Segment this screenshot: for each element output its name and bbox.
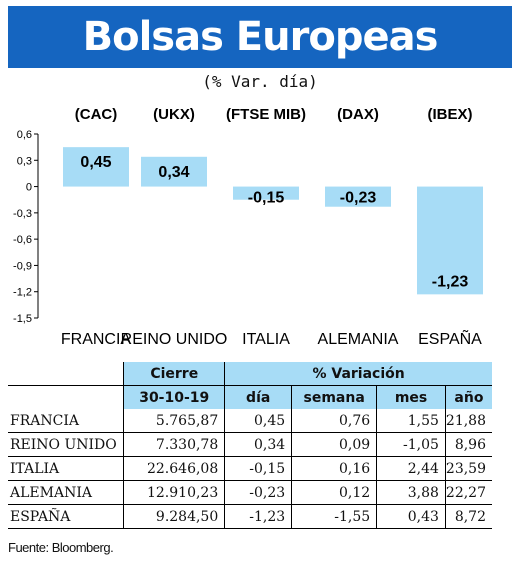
y-tick-label: -1,2 <box>13 287 32 299</box>
category-label: ITALIA <box>242 331 290 348</box>
row-semana: 0,12 <box>291 480 377 505</box>
row-cierre: 7.330,78 <box>123 432 225 457</box>
bar <box>141 156 207 187</box>
header-dia: día <box>224 385 292 409</box>
bar <box>63 147 129 187</box>
data-label: 0,45 <box>80 154 111 171</box>
y-tick-label: 0 <box>26 182 32 194</box>
row-name: ALEMANIA <box>8 480 124 505</box>
data-label: -1,23 <box>432 273 469 290</box>
table-corner <box>8 362 124 386</box>
header-semana: semana <box>291 385 377 409</box>
table-corner-2 <box>8 385 124 409</box>
data-label: 0,34 <box>158 164 189 181</box>
row-semana: -1,55 <box>291 504 377 529</box>
data-label: -0,23 <box>340 190 377 207</box>
header-cierre: Cierre <box>123 362 225 386</box>
row-dia: -1,23 <box>224 504 292 529</box>
table-row: REINO UNIDO 7.330,78 0,34 0,09 -1,05 8,96 <box>8 432 492 457</box>
table-row: ALEMANIA 12.910,23 -0,23 0,12 3,88 22,27 <box>8 480 492 505</box>
table-row: ESPAÑA 9.284,50 -1,23 -1,55 0,43 8,72 <box>8 504 492 529</box>
row-dia: -0,23 <box>224 480 292 505</box>
category-label: ESPAÑA <box>418 328 482 348</box>
row-ano: 21,88 <box>444 409 492 433</box>
category-label: REINO UNIDO <box>121 331 228 348</box>
chart-subtitle: (% Var. día) <box>202 72 318 91</box>
table-header-group-row: Cierre % Variación <box>8 362 492 386</box>
row-cierre: 9.284,50 <box>123 504 225 529</box>
row-mes: 2,44 <box>376 456 446 481</box>
category-label: ALEMANIA <box>318 331 399 348</box>
header-mes: mes <box>376 385 446 409</box>
row-ano: 23,59 <box>444 456 492 481</box>
row-semana: 0,16 <box>291 456 377 481</box>
y-tick-label: -1,5 <box>13 313 32 325</box>
header-ano: año <box>444 385 492 409</box>
bar <box>417 186 483 295</box>
y-tick-label: 0,3 <box>17 155 32 167</box>
ticker-label: (IBEX) <box>428 106 473 123</box>
data-label: -0,15 <box>248 190 285 207</box>
ticker-label: (DAX) <box>337 106 379 123</box>
row-cierre: 12.910,23 <box>123 480 225 505</box>
y-tick-label: 0,6 <box>17 129 32 141</box>
y-tick-label: -0,6 <box>13 234 32 246</box>
source-note: Fuente: Bloomberg. <box>8 540 114 555</box>
row-semana: 0,76 <box>291 409 377 433</box>
row-dia: -0,15 <box>224 456 292 481</box>
row-name: ITALIA <box>8 456 124 481</box>
markets-table: Cierre % Variación 30-10-19 día semana m… <box>8 362 492 529</box>
row-dia: 0,45 <box>224 409 292 433</box>
row-ano: 22,27 <box>444 480 492 505</box>
row-cierre: 22.646,08 <box>123 456 225 481</box>
row-dia: 0,34 <box>224 432 292 457</box>
row-cierre: 5.765,87 <box>123 409 225 433</box>
ticker-label: (CAC) <box>75 106 118 123</box>
bar <box>325 186 391 207</box>
table-header-cols-row: 30-10-19 día semana mes año <box>8 385 492 409</box>
bar <box>233 186 299 200</box>
bar-chart: 0,6 0,3 0 -0,3 -0,6 -0,9 -1,2 -1,5 0,45 (CAC) FRAN… <box>13 106 483 348</box>
chart-title: Bolsas Europeas <box>8 6 512 68</box>
y-tick-label: -0,9 <box>13 260 32 272</box>
row-name: FRANCIA <box>8 409 124 433</box>
row-mes: 0,43 <box>376 504 446 529</box>
row-mes: -1,05 <box>376 432 446 457</box>
header-date: 30-10-19 <box>123 385 225 409</box>
row-semana: 0,09 <box>291 432 377 457</box>
row-ano: 8,96 <box>444 432 492 457</box>
row-name: ESPAÑA <box>8 504 124 529</box>
row-mes: 3,88 <box>376 480 446 505</box>
header-variacion: % Variación <box>224 362 492 386</box>
table-row: ITALIA 22.646,08 -0,15 0,16 2,44 23,59 <box>8 456 492 481</box>
table-row: FRANCIA 5.765,87 0,45 0,76 1,55 21,88 <box>8 409 492 433</box>
ticker-label: (UKX) <box>153 106 195 123</box>
row-name: REINO UNIDO <box>8 432 124 457</box>
ticker-label: (FTSE MIB) <box>226 106 306 123</box>
category-label: FRANCIA <box>61 331 132 348</box>
y-tick-label: -0,3 <box>13 208 32 220</box>
row-mes: 1,55 <box>376 409 446 433</box>
row-ano: 8,72 <box>444 504 492 529</box>
